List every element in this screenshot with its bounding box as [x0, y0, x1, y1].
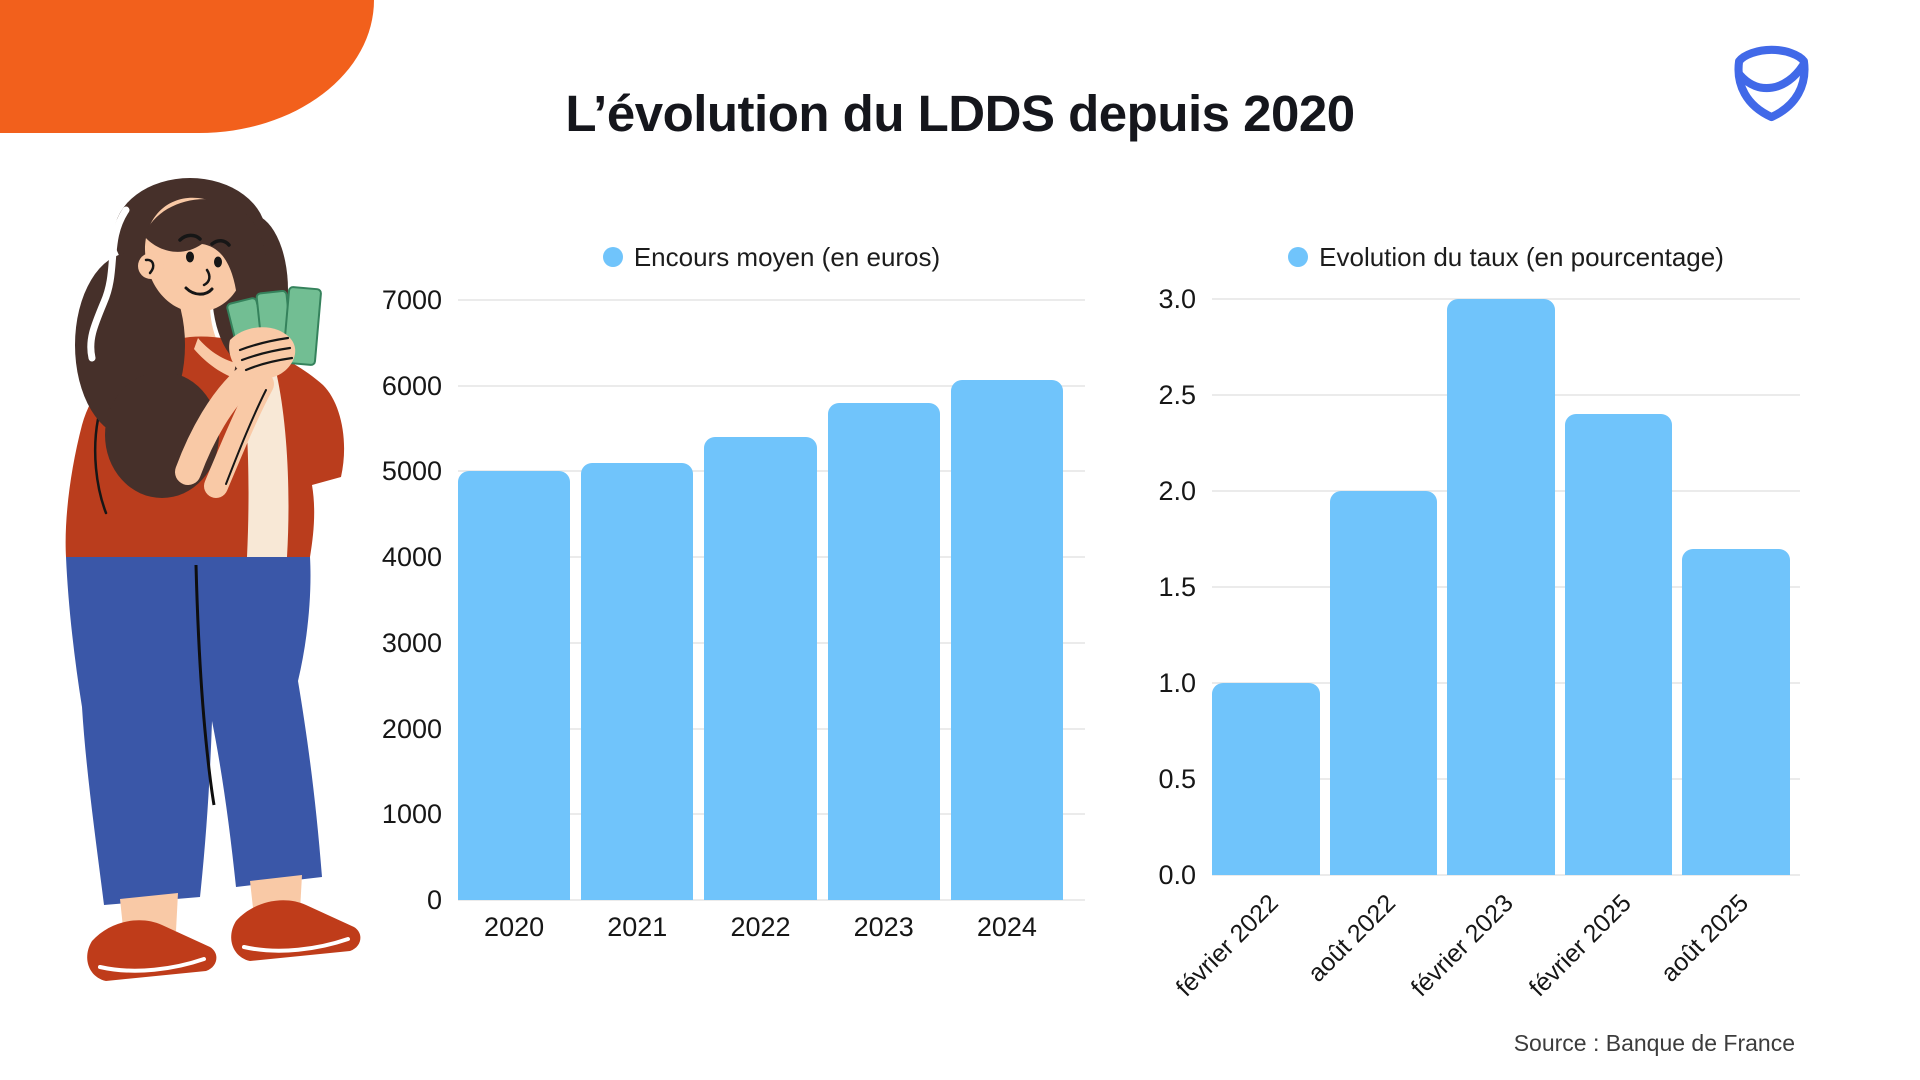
bar-août 2025: [1682, 548, 1790, 875]
y-axis-tick-label: 5000: [381, 456, 442, 487]
encours-legend-label: Encours moyen (en euros): [633, 241, 941, 272]
x-axis-tick-label: 2020: [484, 912, 545, 942]
encours-legend: Encours moyen (en euros): [458, 241, 1085, 273]
gridline: [458, 299, 1085, 301]
y-axis-tick-label: 7000: [381, 285, 442, 315]
bar-2022: [704, 437, 817, 900]
bar-février 2023: [1447, 299, 1555, 875]
bar-2021: [581, 462, 694, 900]
legend-dot-icon: [1288, 247, 1309, 267]
x-axis-tick-label: 2021: [607, 912, 668, 942]
y-axis-tick-label: 3.0: [1158, 284, 1196, 314]
x-axis-tick-label: février 2023: [1405, 889, 1519, 1003]
x-axis-tick-label: 2024: [976, 912, 1037, 942]
y-axis-tick-label: 4000: [381, 542, 442, 573]
y-axis-tick-label: 6000: [381, 370, 442, 401]
x-axis-tick-label: août 2022: [1302, 889, 1402, 988]
y-axis-tick-label: 1.0: [1158, 668, 1196, 698]
y-axis-tick-label: 0.0: [1158, 860, 1196, 890]
bar-2024: [950, 379, 1063, 900]
shield-logo-icon: [1734, 45, 1809, 122]
bar-2023: [827, 402, 940, 900]
y-axis-tick-label: 2.5: [1158, 380, 1196, 410]
y-axis-tick-label: 1.5: [1158, 572, 1196, 602]
gridline: [1212, 874, 1800, 876]
x-axis-tick-label: février 2022: [1170, 889, 1284, 1003]
page-title: L’évolution du LDDS depuis 2020: [565, 85, 1355, 142]
bar-2020: [458, 471, 571, 900]
bar-août 2022: [1329, 491, 1438, 875]
y-axis-tick-label: 3000: [381, 627, 442, 658]
taux-bar-chart: 0.0 0.5 1.0 1.5 2.0 2.5 3.0 février 2022 août 20…: [1158, 284, 1800, 1002]
woman-counting-money-illustration: [65, 178, 361, 981]
bar-février 2022: [1212, 683, 1320, 875]
gridline: [458, 899, 1085, 901]
y-axis-tick-label: 0: [426, 885, 442, 915]
taux-legend-label: Evolution du taux (en pourcentage): [1319, 241, 1724, 272]
y-axis-tick-label: 2.0: [1158, 476, 1196, 506]
source-credit: Source : Banque de France: [1513, 1030, 1795, 1056]
taux-legend: Evolution du taux (en pourcentage): [1212, 241, 1800, 273]
x-axis-tick-label: août 2025: [1655, 889, 1755, 988]
bar-février 2025: [1564, 414, 1673, 875]
x-axis-tick-label: 2023: [853, 912, 914, 942]
y-axis-tick-label: 1000: [381, 799, 442, 830]
x-axis-tick-label: février 2025: [1523, 889, 1637, 1003]
y-axis-tick-label: 0.5: [1158, 764, 1196, 794]
gridline: [458, 384, 1085, 387]
legend-dot-icon: [602, 247, 623, 267]
x-axis-tick-label: 2022: [730, 912, 791, 942]
y-axis-tick-label: 2000: [381, 713, 442, 744]
encours-bar-chart: 0 1000 2000 3000 4000 5000 6000 7000 2020 2021 202…: [382, 285, 1085, 942]
